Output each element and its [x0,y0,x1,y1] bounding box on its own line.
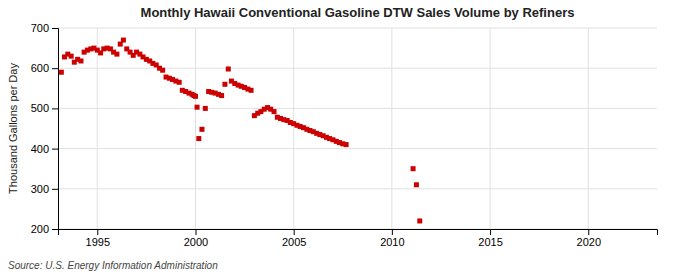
plot-area [59,38,422,224]
y-axis-title: Thousand Gallons per Day [7,63,19,194]
point [196,136,201,141]
y-grid-line [58,28,657,29]
point [59,70,64,75]
y-tick-mark [52,108,58,109]
point [203,106,208,111]
y-tick-mark [52,149,58,150]
x-grid-line [490,28,491,229]
grid [58,28,657,229]
chart-svg: 1995 2000 2005 2010 2015 2020 200 300 400 500 600 7… [0,0,675,275]
point [177,80,182,85]
x-tick-mark [588,229,589,235]
x-tick-label: 2020 [577,236,601,248]
y-axis-line [52,29,59,230]
x-tick-mark [392,229,393,235]
x-grid-line [195,28,196,229]
point [344,142,349,147]
y-axis: 200 300 400 500 600 700 [31,22,59,235]
x-tick-label: 2005 [282,236,306,248]
point [414,182,419,187]
point [219,93,224,98]
point [272,109,277,114]
y-grid-line [58,68,657,69]
point [249,88,254,93]
x-tick-label: 2010 [380,236,404,248]
point [121,38,126,43]
x-grid-line [97,28,98,229]
point [411,166,416,171]
x-tick-label: 2015 [478,236,502,248]
x-grid-line [588,28,589,229]
x-tick: 2015 [478,229,502,248]
y-grid-line [58,148,657,149]
y-tick-mark [52,229,58,230]
y-tick-mark [52,28,58,29]
point [199,127,204,132]
x-tick-label: 1995 [86,236,110,248]
x-tick-mark [490,229,491,235]
y-tick-mark [52,68,58,69]
x-grid-line [391,28,392,229]
point [195,105,200,110]
point [78,58,83,63]
point [114,52,119,57]
point [417,218,422,223]
point [160,68,165,73]
y-tick-label: 500 [31,102,49,114]
x-tick-mark [97,229,98,235]
point [69,54,74,59]
chart-container: 1995 2000 2005 2010 2015 2020 200 300 400 500 600 7… [0,0,675,275]
y-tick: 300 [31,183,58,195]
x-grid-line [293,28,294,229]
point [226,67,231,72]
y-tick-mark [52,189,58,190]
y-tick: 600 [31,62,58,74]
y-tick-label: 300 [31,183,49,195]
x-axis-line [59,230,658,236]
y-tick: 200 [31,223,58,235]
x-tick: 2010 [380,229,404,248]
y-tick-label: 600 [31,62,49,74]
point [193,94,198,99]
y-tick-label: 400 [31,143,49,155]
x-tick-mark [294,229,295,235]
x-axis: 1995 2000 2005 2010 2015 2020 [59,229,658,248]
y-tick: 400 [31,143,58,155]
y-grid-line [58,188,657,189]
y-tick-label: 700 [31,22,49,34]
annotation: Source: U.S. Energy Information Administ… [8,260,218,271]
x-tick-label: 2000 [184,236,208,248]
y-tick: 700 [31,22,58,34]
title: Monthly Hawaii Conventional Gasoline DTW… [141,5,575,20]
x-tick: 2000 [184,229,208,248]
y-grid-line [58,108,657,109]
x-tick: 1995 [86,229,110,248]
y-tick-label: 200 [31,223,49,235]
y-tick: 500 [31,102,58,114]
x-tick: 2020 [577,229,601,248]
x-tick: 2005 [282,229,306,248]
x-tick-mark [195,229,196,235]
point [222,82,227,87]
